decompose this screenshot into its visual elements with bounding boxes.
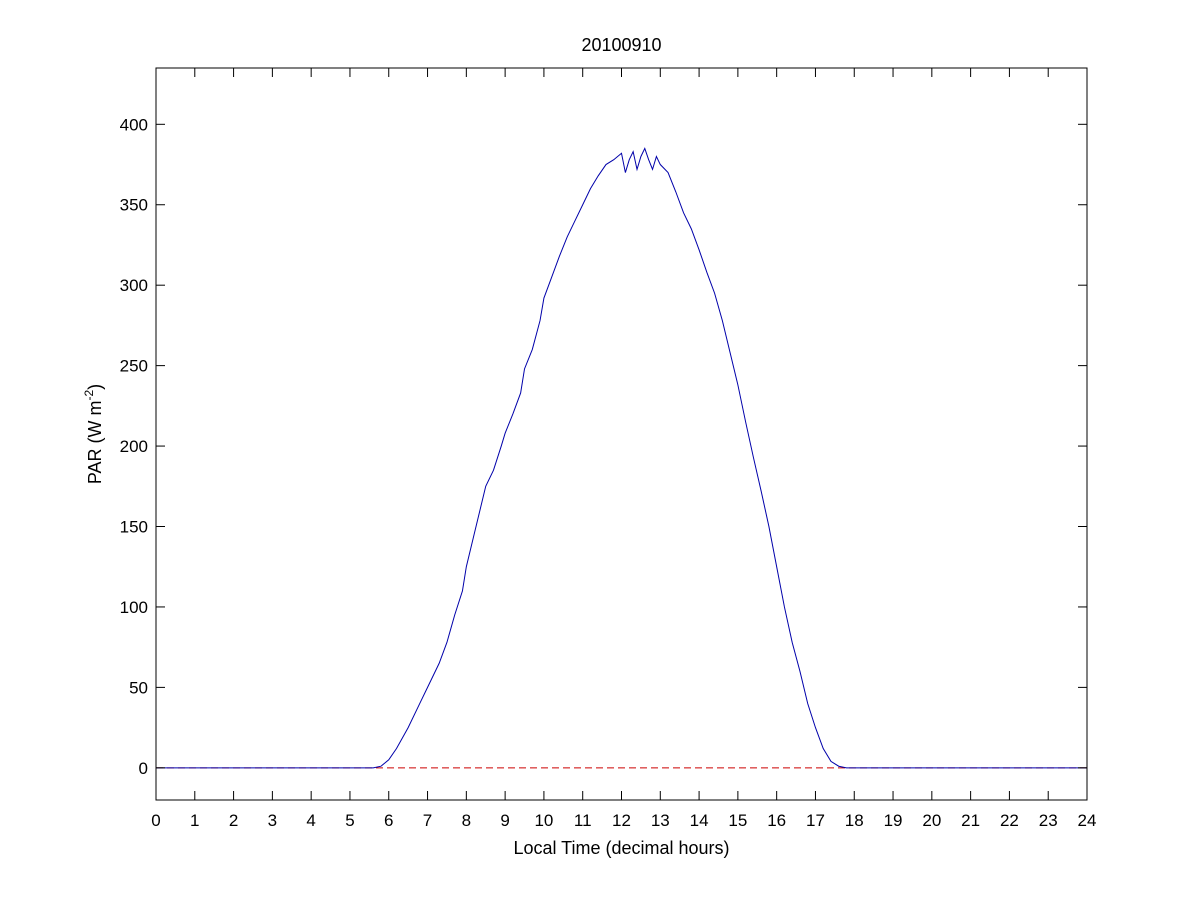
x-tick-label: 5 — [345, 811, 354, 830]
chart-title: 20100910 — [581, 35, 661, 55]
x-tick-label: 13 — [651, 811, 670, 830]
x-tick-label: 11 — [574, 811, 592, 830]
y-tick-label: 300 — [120, 276, 148, 295]
y-tick-label: 400 — [120, 115, 148, 134]
x-tick-label: 22 — [1000, 811, 1019, 830]
x-tick-label: 16 — [767, 811, 786, 830]
x-tick-label: 19 — [884, 811, 903, 830]
x-tick-label: 23 — [1039, 811, 1058, 830]
x-axis-label: Local Time (decimal hours) — [513, 838, 729, 858]
y-axis-label: PAR (W m-2) — [82, 384, 105, 484]
x-axis-ticks: 0 1 2 3 4 5 6 7 8 9 10 11 12 13 14 15 16 17 18 19 20 21 22 23 24 — [151, 68, 1096, 830]
x-tick-label: 4 — [306, 811, 315, 830]
y-tick-label: 50 — [129, 678, 148, 697]
y-axis-ticks: 0 50 100 150 200 250 300 350 400 — [120, 115, 1087, 778]
x-tick-label: 14 — [690, 811, 709, 830]
x-tick-label: 7 — [423, 811, 432, 830]
y-tick-label: 250 — [120, 357, 148, 376]
x-tick-label: 10 — [534, 811, 553, 830]
x-tick-label: 24 — [1078, 811, 1097, 830]
x-tick-label: 3 — [268, 811, 277, 830]
y-axis-label-suffix: ) — [85, 384, 105, 390]
x-tick-label: 20 — [922, 811, 941, 830]
x-tick-label: 12 — [612, 811, 631, 830]
x-tick-label: 6 — [384, 811, 393, 830]
y-axis-label-superscript: -2 — [82, 390, 96, 401]
x-tick-label: 15 — [728, 811, 747, 830]
x-tick-label: 1 — [190, 811, 199, 830]
x-tick-label: 2 — [229, 811, 238, 830]
x-tick-label: 17 — [806, 811, 825, 830]
x-tick-label: 0 — [151, 811, 160, 830]
x-tick-label: 9 — [500, 811, 509, 830]
y-tick-label: 150 — [120, 518, 148, 537]
par-series-line — [156, 147, 1087, 769]
y-tick-label: 200 — [120, 437, 148, 456]
x-tick-label: 8 — [462, 811, 471, 830]
y-axis-label-text: PAR (W m — [85, 401, 105, 485]
x-tick-label: 21 — [961, 811, 980, 830]
x-tick-label: 18 — [845, 811, 864, 830]
y-tick-label: 0 — [139, 759, 148, 778]
plot-frame — [155, 67, 1088, 801]
y-tick-label: 350 — [120, 196, 148, 215]
series-layer — [156, 147, 1087, 769]
y-tick-label: 100 — [120, 598, 148, 617]
